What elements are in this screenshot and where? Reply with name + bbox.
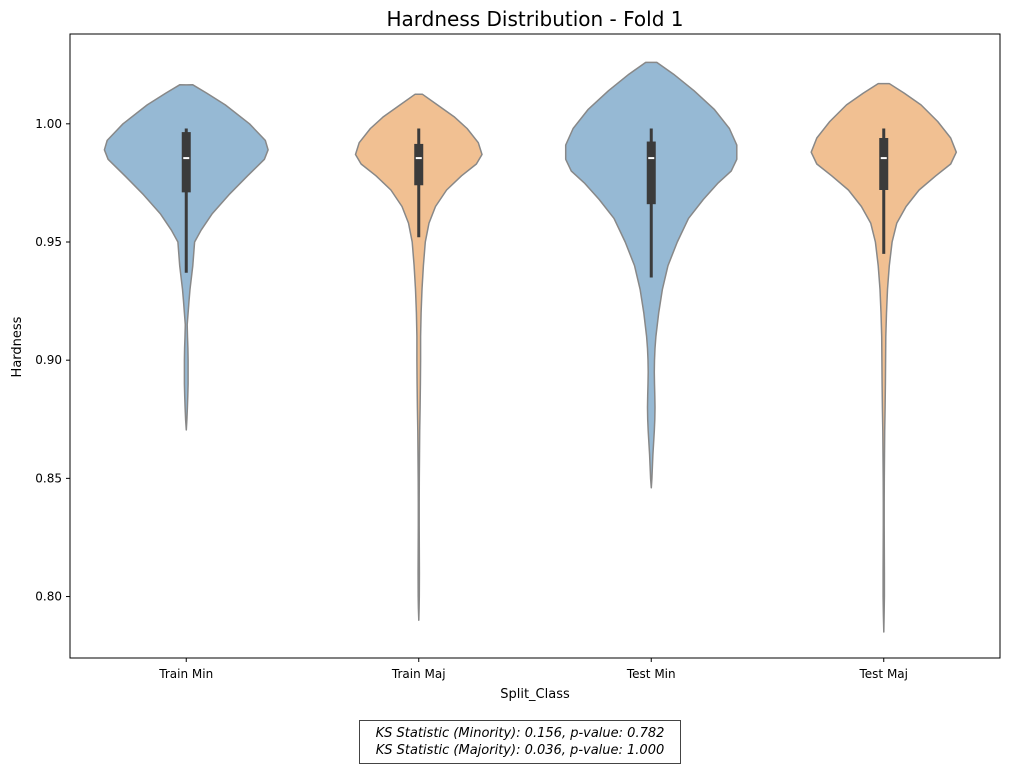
ks-majority-text: KS Statistic (Majority): 0.036, p-value:… (375, 743, 665, 758)
y-tick-label: 0.90 (35, 353, 62, 367)
violin-iqr-box (646, 141, 656, 205)
y-tick-label: 1.00 (35, 117, 62, 131)
violin-body-train-maj (354, 93, 483, 621)
y-axis-label: Hardness (10, 316, 25, 377)
violin-iqr-box (181, 132, 191, 193)
y-tick-label: 0.85 (35, 471, 62, 485)
violin-iqr-box (879, 138, 889, 190)
y-tick-label: 0.80 (35, 590, 62, 604)
x-tick-label: Train Min (158, 667, 213, 681)
x-axis-label: Split_Class (500, 687, 570, 702)
plot-frame (69, 33, 1001, 659)
x-tick-label: Test Min (626, 667, 676, 681)
y-axis: 0.80 0.85 0.90 0.95 1.00 (35, 117, 70, 604)
chart-title: Hardness Distribution - Fold 1 (386, 7, 683, 31)
x-tick-label: Train Maj (391, 667, 446, 681)
x-axis: Train Min Train Maj Test Min Test Maj (158, 658, 908, 681)
x-tick-label: Test Maj (859, 667, 909, 681)
ks-statistics-box: KS Statistic (Minority): 0.156, p-value:… (359, 720, 681, 764)
violin-body-test-maj (810, 82, 958, 633)
ks-minority-text: KS Statistic (Minority): 0.156, p-value:… (375, 726, 665, 741)
violin-iqr-box (414, 143, 424, 186)
y-tick-label: 0.95 (35, 235, 62, 249)
violin-layer (103, 61, 958, 633)
